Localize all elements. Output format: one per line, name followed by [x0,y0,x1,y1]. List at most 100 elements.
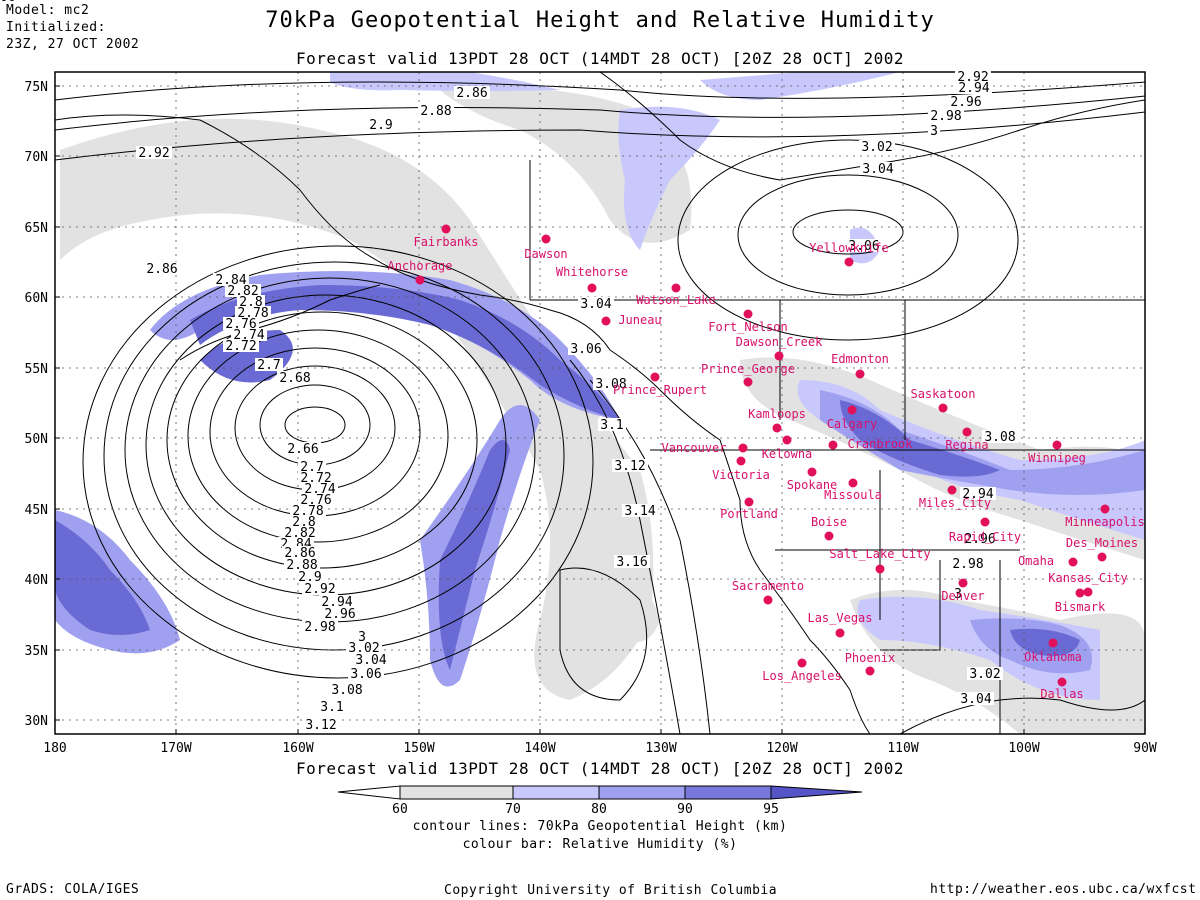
height-label: 2.88 [420,104,451,119]
lat-label: 65N [25,221,48,236]
height-label: 2.86 [284,546,315,561]
city-label: Watson_Lake [636,293,715,307]
height-label: 2.72 [225,339,256,354]
height-label: 3.02 [348,641,379,656]
height-label: 3.12 [305,718,336,733]
legend-contour-text: contour lines: 70kPa Geopotential Height… [412,819,788,834]
city-marker [743,377,753,387]
lat-label: 30N [25,714,48,729]
height-label: 2.86 [456,86,487,101]
lon-label: 140W [524,741,555,756]
city-markers: Fairbanks Dawson Anchorage Whitehorse Watson… [387,224,1145,701]
city-marker [797,658,807,668]
colour-bar-segment [399,785,514,800]
city-marker [1083,587,1093,597]
city-marker [671,283,681,293]
height-label: 3.04 [862,162,893,177]
colour-bar: 60 70 80 90 95 [337,785,863,817]
lon-label: 120W [766,741,797,756]
height-label: 3.08 [331,683,362,698]
city-marker [875,564,885,574]
height-label: 2.66 [287,442,318,457]
city-label: Oklahoma [1024,650,1082,664]
city-label: Edmonton [831,352,889,366]
city-label: Prince_Rupert [613,383,707,397]
city-marker [962,427,972,437]
city-label: Des_Moines [1066,536,1138,550]
lon-label: 180 [43,741,66,756]
lat-label: 75N [25,80,48,95]
colour-bar-level: 80 [591,802,607,817]
height-label: 2.9 [369,118,392,133]
copyright-text: Copyright University of British Columbia [444,883,778,898]
model-line: Model: mc2 [6,3,90,18]
height-label: 3.06 [848,239,879,254]
city-label: Kelowna [762,447,813,461]
city-marker [1052,440,1062,450]
city-marker [855,369,865,379]
city-marker [744,497,754,507]
city-label: Dawson [524,247,567,261]
height-label: 2.88 [286,558,317,573]
height-label: 3 [358,630,366,645]
colour-bar-level: 60 [392,802,408,817]
colour-bar-level: 90 [677,802,693,817]
height-label: 3.1 [600,418,623,433]
height-label: 2.96 [950,95,981,110]
city-label: Miles_City [919,496,991,510]
city-marker [980,517,990,527]
city-label: Salt_Lake_City [829,547,930,561]
height-label: 3.08 [595,377,626,392]
city-label: Minneapolis [1065,515,1144,529]
lat-label: 40N [25,573,48,588]
lat-label: 50N [25,432,48,447]
height-label: 3 [930,124,938,139]
city-label: Winnipeg [1028,451,1086,465]
city-label: Boise [811,515,847,529]
height-label: 2.96 [964,532,995,547]
city-marker [587,283,597,293]
source-url[interactable]: http://weather.eos.ubc.ca/wxfcst [930,882,1197,897]
city-label: Fort_Nelson [708,320,787,334]
city-label: Missoula [824,488,882,502]
height-label: 2.68 [279,371,310,386]
city-marker [541,234,551,244]
lon-label: 170W [160,741,191,756]
longitude-axis: 180 170W 160W 150W 140W 130W 120W 110W 100W 90W [43,729,1157,756]
city-marker [947,485,957,495]
height-labels: 2.862.882.92.922.862.842.822.82.782.762.… [0,0,1016,733]
height-label: 3.06 [570,342,601,357]
lon-label: 150W [403,741,434,756]
city-marker [1100,504,1110,514]
city-marker [1048,638,1058,648]
height-label: 3.04 [580,297,611,312]
city-marker [958,578,968,588]
height-label: 3.16 [616,555,647,570]
height-label: 3.06 [0,0,16,5]
city-marker [1097,552,1107,562]
lon-label: 110W [887,741,918,756]
height-label: 3.1 [320,700,343,715]
height-label: 3.02 [969,667,1000,682]
height-label: 2.98 [304,620,335,635]
height-label: 3.14 [624,504,655,519]
height-label: 3.06 [350,667,381,682]
height-label: 3.04 [960,692,991,707]
height-label: 2.92 [138,146,169,161]
legend-colour-text: colour bar: Relative Humidity (%) [462,837,738,852]
city-label: Juneau [618,313,661,327]
init-line: Initialized: [6,20,106,35]
map-frame [54,71,1146,735]
city-marker [738,443,748,453]
height-label: 2.94 [962,487,993,502]
city-marker [650,372,660,382]
city-label: Whitehorse [556,265,628,279]
city-label: Bismark [1055,600,1106,614]
height-label: 3.08 [984,430,1015,445]
city-label: Saskatoon [910,387,975,401]
city-marker [865,666,875,676]
height-label: 3.12 [614,459,645,474]
city-marker [774,351,784,361]
height-label: 3.02 [861,140,892,155]
city-marker [601,316,611,326]
